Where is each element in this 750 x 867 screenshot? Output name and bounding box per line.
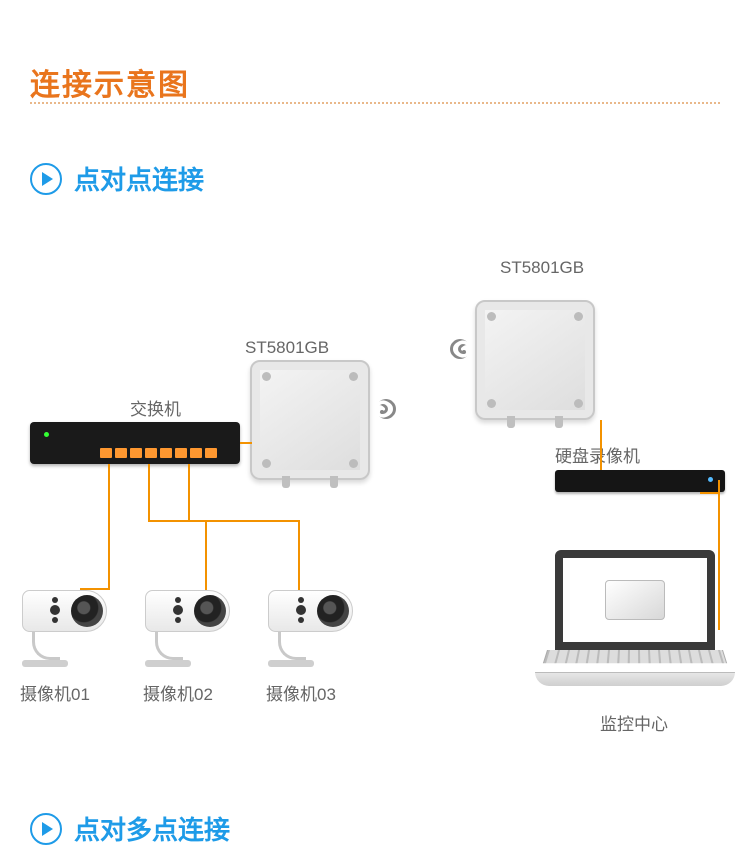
section-p2p: 点对点连接 — [30, 160, 204, 197]
conn-line — [80, 588, 110, 590]
camera-02 — [145, 590, 240, 665]
monitor-label: 监控中心 — [600, 710, 668, 735]
conn-line — [298, 520, 300, 590]
conn-line — [700, 492, 720, 494]
conn-line — [188, 464, 190, 522]
cam2-label: 摄像机02 — [143, 680, 213, 705]
conn-line — [718, 628, 720, 630]
title-rule — [30, 102, 720, 104]
laptop-monitor — [535, 550, 735, 690]
conn-line — [148, 520, 300, 522]
conn-line — [205, 588, 207, 590]
section-title-p2p: 点对点连接 — [74, 160, 204, 197]
conn-line — [108, 464, 110, 590]
conn-line — [205, 520, 207, 590]
conn-line — [718, 492, 720, 630]
switch-label: 交换机 — [130, 395, 181, 420]
switch-device — [30, 422, 240, 464]
section-title-p2mp: 点对多点连接 — [74, 810, 230, 847]
camera-01 — [22, 590, 117, 665]
camera-03 — [268, 590, 363, 665]
conn-line — [600, 420, 602, 470]
conn-line — [148, 464, 150, 522]
nvr-device — [555, 470, 725, 492]
topology-diagram: ST5801GB ST5801GB 交换机 硬盘录像机 监控中心 摄像机01 摄… — [0, 220, 750, 780]
wifi-rx-icon — [438, 330, 468, 360]
section-p2mp: 点对多点连接 — [30, 810, 230, 847]
conn-line — [718, 480, 720, 494]
play-icon — [30, 163, 62, 195]
page-title: 连接示意图 — [30, 60, 190, 104]
play-icon — [30, 813, 62, 845]
cam1-label: 摄像机01 — [20, 680, 90, 705]
bridge-right-label: ST5801GB — [500, 258, 584, 278]
wifi-tx-icon — [378, 390, 408, 420]
wireless-bridge-right — [475, 300, 595, 420]
nvr-label: 硬盘录像机 — [555, 442, 640, 467]
conn-line — [240, 442, 252, 444]
wireless-bridge-left — [250, 360, 370, 480]
bridge-left-label: ST5801GB — [245, 338, 329, 358]
cam3-label: 摄像机03 — [266, 680, 336, 705]
